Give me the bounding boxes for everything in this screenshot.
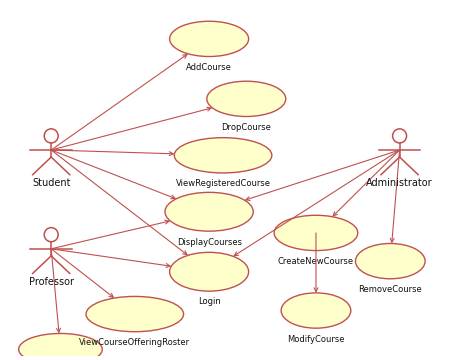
Ellipse shape (207, 81, 286, 117)
Text: DropCourse: DropCourse (221, 123, 271, 132)
Text: DisplayCourses: DisplayCourses (177, 238, 242, 247)
Ellipse shape (170, 21, 248, 57)
Ellipse shape (86, 296, 183, 332)
Text: ViewCourseOfferingRoster: ViewCourseOfferingRoster (79, 338, 191, 347)
Ellipse shape (174, 138, 272, 173)
Text: RemoveCourse: RemoveCourse (358, 285, 422, 294)
Text: CreateNewCourse: CreateNewCourse (278, 257, 354, 266)
Text: Professor: Professor (29, 277, 73, 287)
Ellipse shape (170, 252, 248, 291)
Text: ModifyCourse: ModifyCourse (287, 334, 345, 343)
Ellipse shape (281, 293, 351, 328)
Ellipse shape (356, 243, 425, 279)
Ellipse shape (18, 333, 102, 360)
Ellipse shape (274, 215, 358, 251)
Text: Student: Student (32, 178, 71, 188)
Text: AddCourse: AddCourse (186, 63, 232, 72)
Text: Administrator: Administrator (366, 178, 433, 188)
Text: ViewRegisteredCourse: ViewRegisteredCourse (175, 179, 271, 188)
Ellipse shape (165, 192, 253, 231)
Text: Login: Login (198, 297, 220, 306)
